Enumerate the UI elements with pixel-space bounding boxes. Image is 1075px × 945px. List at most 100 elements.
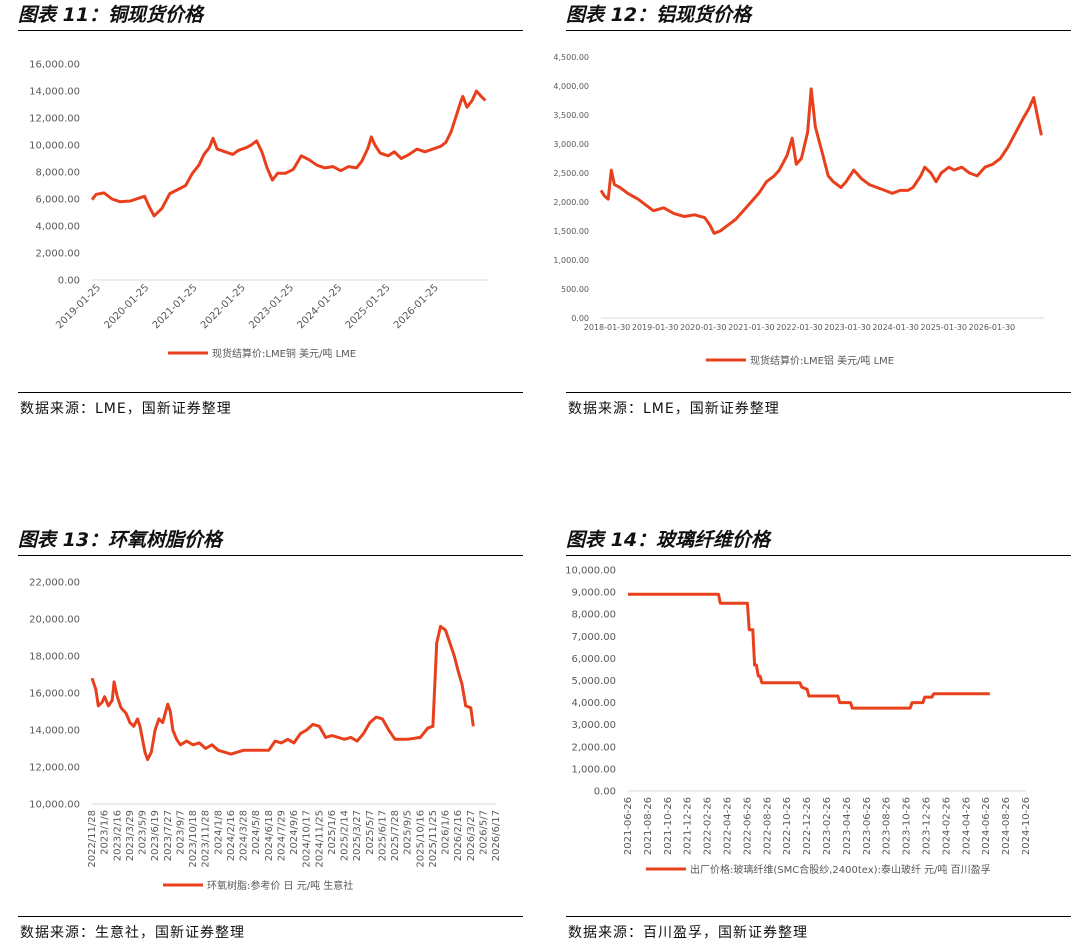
x-tick-label: 2021-06-26 [623,797,634,855]
y-tick-label: 3,000.00 [553,140,589,149]
series-line [90,624,475,762]
y-tick-label: 4,000.00 [553,82,589,91]
x-tick-label: 2019-01-30 [632,323,679,332]
y-tick-label: 8,000.00 [571,610,616,621]
x-tick-label: 2023/5/9 [138,810,149,855]
y-tick-label: 2,000.00 [35,249,80,260]
x-tick-label: 2025/9/5 [403,810,414,855]
x-tick-label: 2020-01-25 [102,282,151,331]
legend-label: 现货结算价:LME铜 美元/吨 LME [212,347,356,360]
title-rule [18,555,523,556]
y-tick-label: 14,000.00 [29,87,80,98]
y-tick-label: 1,000.00 [571,764,616,775]
x-tick-label: 2023-02-26 [822,797,833,855]
panel-title: 图表 12：铝现货价格 [566,4,752,26]
x-tick-label: 2023/6/19 [150,810,161,861]
x-tick-label: 2024/10/17 [302,810,313,868]
y-tick-label: 20,000.00 [29,615,80,626]
x-tick-label: 2023/1/6 [100,810,111,855]
x-tick-label: 2023-04-26 [842,797,853,855]
x-tick-label: 2026/6/17 [491,810,502,861]
x-tick-label: 2024-10-26 [1021,797,1032,855]
panel-aluminum: 图表 12：铝现货价格 0.00 500.00 1,000.00 1,500.00 2,… [553,2,1071,422]
x-tick-label: 2025/6/17 [377,810,388,861]
y-tick-label: 7,000.00 [571,632,616,643]
legend-label: 出厂价格:玻璃纤维(SMC合股纱,2400tex):泰山玻纤 元/吨 百川盈孚 [690,863,991,876]
y-tick-label: 4,000.00 [571,698,616,709]
x-tick-label: 2022-04-26 [723,797,734,855]
y-tick-label: 10,000.00 [565,566,616,577]
x-tick-label: 2024-01-25 [295,282,344,331]
x-tick-label: 2022-01-30 [776,323,823,332]
x-tick-label: 2024-06-26 [981,797,992,855]
title-rule [566,30,1071,31]
panel-title: 图表 14：玻璃纤维价格 [566,529,771,551]
x-tick-label: 2023/10/18 [188,810,199,868]
panel-glass-fiber: 图表 14：玻璃纤维价格 0.00 1,000.00 2,000.00 3,000.0… [565,527,1071,945]
x-tick-label: 2023-12-26 [922,797,933,855]
epoxy-chart: 10,000.00 12,000.00 14,000.00 16,000.00 18,0… [29,578,502,893]
y-tick-label: 1,000.00 [553,256,589,265]
x-tick-label: 2022-02-26 [703,797,714,855]
copper-chart: 0.00 2,000.00 4,000.00 6,000.00 8,000.00 10,0… [29,60,488,360]
x-tick-label: 2026-01-30 [969,323,1016,332]
x-tick-label: 2024/5/8 [251,810,262,855]
title-rule [566,555,1071,556]
title-rule [18,30,523,31]
x-tick-label: 2021-08-26 [643,797,654,855]
x-tick-label: 2021-10-26 [663,797,674,855]
y-tick-label: 10,000.00 [29,141,80,152]
x-tick-label: 2025/2/14 [340,810,351,861]
x-tick-label: 2023-01-30 [824,323,871,332]
x-tick-label: 2024/2/16 [226,810,237,861]
y-tick-label: 0.00 [58,276,80,287]
x-tick-label: 2025/5/7 [365,810,376,855]
x-tick-label: 2025-01-25 [344,282,393,331]
x-tick-label: 2022/11/28 [87,810,98,868]
panel-epoxy: 图表 13：环氧树脂价格 10,000.00 12,000.00 14,000.00… [18,527,523,945]
x-tick-label: 2023-08-26 [882,797,893,855]
legend-label: 环氧树脂:参考价 日 元/吨 生意社 [207,879,353,892]
x-tick-label: 2025/1/6 [327,810,338,855]
y-tick-label: 5,000.00 [571,676,616,687]
y-tick-label: 2,000.00 [553,198,589,207]
y-tick-label: 9,000.00 [571,588,616,599]
y-tick-label: 16,000.00 [29,60,80,71]
x-tick-label: 2024/9/6 [289,810,300,855]
y-tick-label: 10,000.00 [29,800,80,811]
legend-label: 现货结算价:LME铝 美元/吨 LME [750,354,894,367]
source-rule [566,392,1071,393]
y-tick-label: 12,000.00 [29,114,80,125]
series-line [599,87,1043,235]
x-tick-label: 2026-01-25 [392,282,441,331]
series-line [628,592,990,710]
y-tick-label: 2,500.00 [553,169,589,178]
x-tick-label: 2018-01-30 [584,323,631,332]
x-tick-label: 2023-06-26 [862,797,873,855]
x-tick-label: 2026/2/16 [453,810,464,861]
x-tick-label: 2024-04-26 [961,797,972,855]
x-tick-label: 2026/5/7 [478,810,489,855]
y-tick-label: 500.00 [561,285,589,294]
y-tick-label: 18,000.00 [29,652,80,663]
y-tick-label: 2,000.00 [571,742,616,753]
x-tick-label: 2026/1/6 [441,810,452,855]
y-tick-label: 12,000.00 [29,763,80,774]
panel-title: 图表 11：铜现货价格 [18,4,204,26]
x-tick-label: 2019-01-25 [54,282,103,331]
source-note: 数据来源：生意社，国新证券整理 [20,925,245,941]
y-tick-label: 22,000.00 [29,578,80,589]
x-tick-label: 2023-01-25 [247,282,296,331]
y-tick-label: 1,500.00 [553,227,589,236]
x-tick-label: 2024/11/25 [314,810,325,868]
x-tick-label: 2025/10/16 [415,810,426,868]
x-tick-label: 2022-01-25 [199,282,248,331]
y-tick-label: 0.00 [594,787,616,798]
y-tick-label: 4,000.00 [35,222,80,233]
y-tick-label: 14,000.00 [29,726,80,737]
y-tick-label: 0.00 [571,314,589,323]
x-tick-label: 2023-10-26 [902,797,913,855]
source-note: 数据来源：LME，国新证券整理 [568,401,780,417]
source-note: 数据来源：LME，国新证券整理 [20,401,232,417]
x-tick-label: 2024-02-26 [941,797,952,855]
